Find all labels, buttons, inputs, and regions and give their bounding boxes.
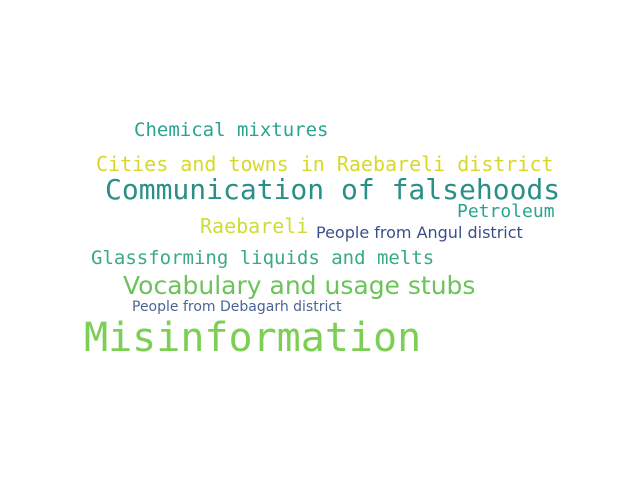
word-misinformation: Misinformation [84,315,422,361]
word-vocabulary-and-usage-stubs: Vocabulary and usage stubs [123,271,476,300]
word-chemical-mixtures: Chemical mixtures [134,119,329,141]
word-glassforming-liquids-and-melts: Glassforming liquids and melts [91,247,435,269]
word-communication-of-falsehoods: Communication of falsehoods [105,173,561,206]
word-cities-and-towns-in-raebareli-district: Cities and towns in Raebareli district [96,152,554,176]
word-petroleum: Petroleum [457,201,555,222]
word-people-from-debagarh-district: People from Debagarh district [132,299,342,315]
word-people-from-angul-district: People from Angul district [316,223,523,242]
word-raebareli: Raebareli [200,214,309,238]
